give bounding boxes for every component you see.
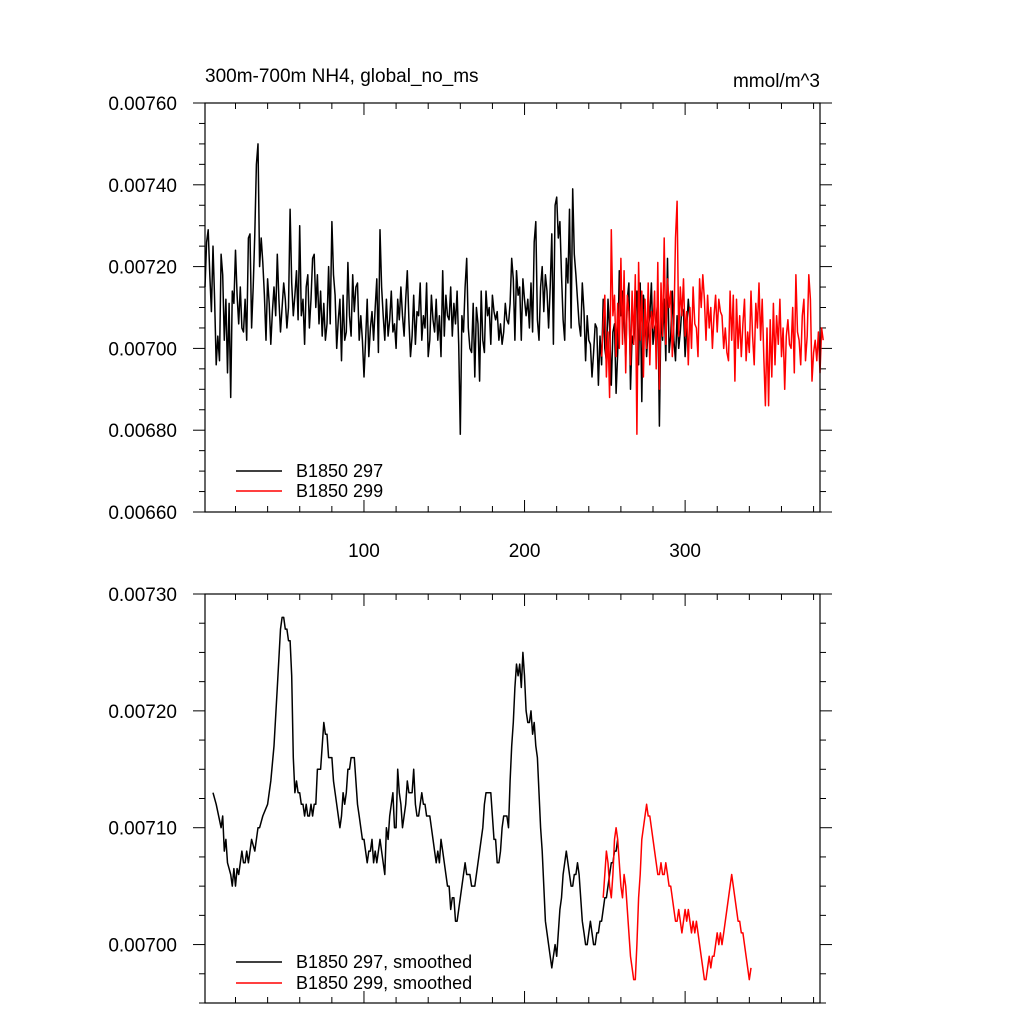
top-x-tick-label: 300 — [669, 541, 701, 562]
legend-label-b1850-297-smoothed: B1850 297, smoothed — [296, 952, 472, 972]
top-y-tick-label: 0.00720 — [108, 258, 177, 279]
series-line-b1850-299 — [600, 200, 824, 436]
bottom-y-tick-label: 0.00720 — [108, 702, 177, 723]
bottom-y-tick-label: 0.00710 — [108, 819, 177, 840]
series-line-b1850-297 — [204, 143, 691, 436]
top-x-tick-label: 200 — [509, 541, 541, 562]
bottom-panel-lines — [212, 616, 752, 981]
top-panel-lines — [204, 143, 824, 436]
chart-title: 300m-700m NH4, global_no_ms — [205, 66, 479, 87]
top-panel-x-tick-labels: 100 200 300 — [348, 541, 701, 562]
units-label: mmol/m^3 — [733, 71, 820, 92]
top-y-tick-label: 0.00660 — [108, 503, 177, 524]
top-panel: 100 200 300 0.006600.006800.007000.007200.… — [108, 66, 832, 562]
legend-label-b1850-299-smoothed: B1850 299, smoothed — [296, 973, 472, 993]
top-panel-legend: B1850 297 B1850 299 — [236, 461, 383, 501]
top-x-tick-label: 100 — [348, 541, 380, 562]
bottom-panel-legend: B1850 297, smoothed B1850 299, smoothed — [236, 952, 472, 993]
top-panel-frame — [204, 102, 821, 513]
bottom-panel-y-tick-labels: 0.00700 0.00710 0.00720 0.00730 — [108, 585, 177, 957]
bottom-panel: 0.00700 0.00710 0.00720 0.00730 B1850 297, … — [108, 585, 832, 1004]
top-y-tick-label: 0.00740 — [108, 176, 177, 197]
bottom-panel-frame — [204, 593, 821, 1004]
bottom-panel-ticks — [193, 593, 832, 1004]
top-panel-ticks — [193, 102, 832, 513]
series-line-b1850-299-smoothed — [602, 803, 752, 981]
bottom-y-tick-label: 0.00700 — [108, 936, 177, 957]
top-y-tick-label: 0.00680 — [108, 421, 177, 442]
legend-label-b1850-299: B1850 299 — [296, 481, 383, 501]
top-panel-y-tick-labels: 0.00660 0.00680 0.00700 0.00720 0.00740 0.007… — [108, 94, 177, 524]
series-line-b1850-297-smoothed — [212, 616, 619, 969]
top-y-tick-label: 0.00760 — [108, 94, 177, 115]
legend-label-b1850-297: B1850 297 — [296, 461, 383, 481]
bottom-y-tick-label: 0.00730 — [108, 585, 177, 606]
top-y-tick-label: 0.00700 — [108, 339, 177, 360]
